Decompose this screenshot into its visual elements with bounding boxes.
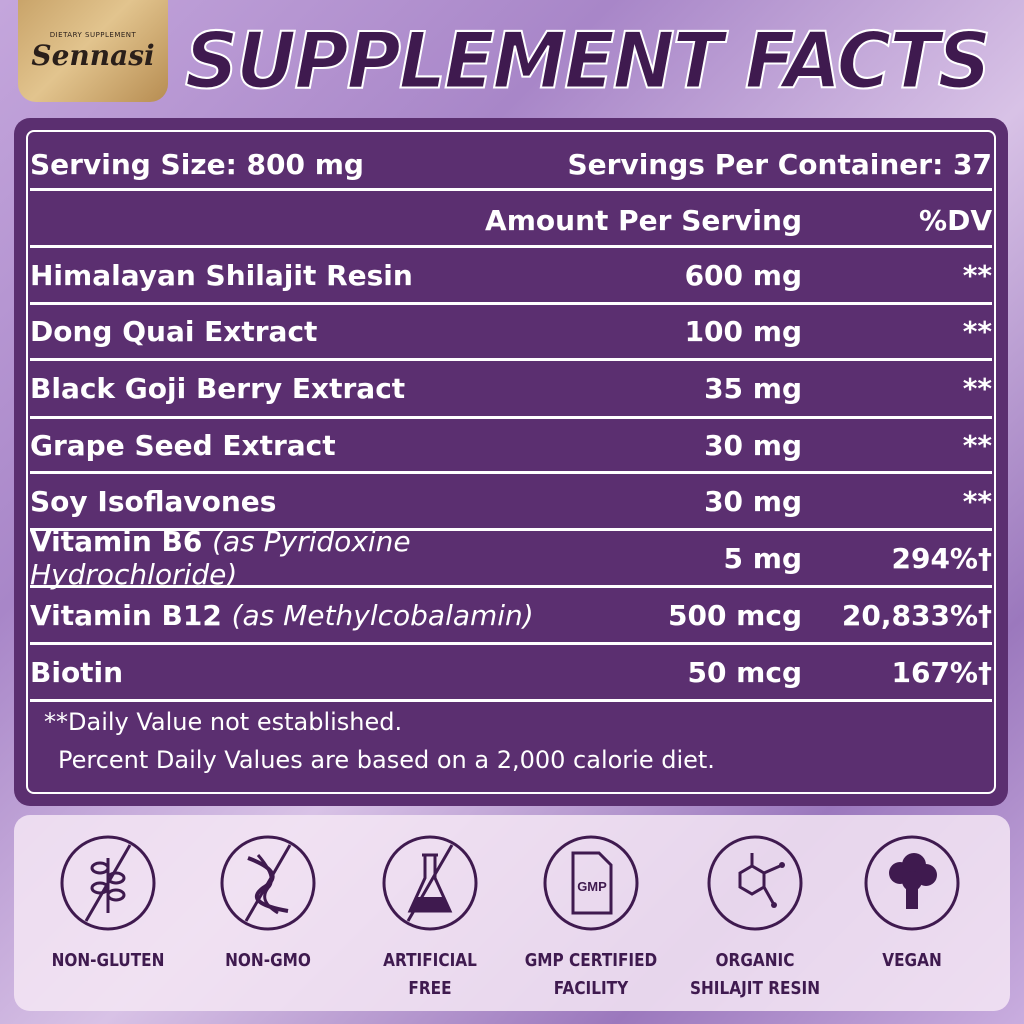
- ingredient-amount: 500 mcg: [667, 598, 802, 632]
- ingredient-row: Vitamin B6 (as Pyridoxine Hydrochloride)…: [30, 525, 992, 591]
- no-wheat-icon: [60, 835, 156, 931]
- ingredient-amount: 100 mg: [684, 315, 802, 348]
- badge: ARTIFICIAL FREE: [350, 833, 510, 1003]
- ingredient-dv: **: [962, 372, 992, 405]
- ingredient-label: Dong Quai Extract: [30, 315, 318, 348]
- servings-per-container: Servings Per Container: 37: [567, 147, 992, 181]
- logo-brand: Sennasi: [31, 38, 155, 72]
- ingredient-name: Vitamin B6 (as Pyridoxine Hydrochloride): [30, 525, 552, 591]
- ingredient-amount: 30 mg: [704, 428, 802, 462]
- serving-size: Serving Size: 800 mg: [30, 147, 364, 181]
- ingredient-dv: **: [962, 315, 992, 348]
- ingredient-dv: **: [962, 258, 992, 292]
- ingredient-row: Dong Quai Extract 100 mg **: [30, 305, 992, 358]
- ingredient-name: Black Goji Berry Extract: [30, 372, 552, 405]
- ingredient-dv: 294%†: [891, 541, 992, 575]
- badges-panel: NON-GLUTEN NON-GMO ARTIFICIAL FREE GMP GMP C…: [14, 815, 1010, 1011]
- ingredient-label: Himalayan Shilajit Resin: [30, 258, 413, 292]
- ingredient-name: Grape Seed Extract: [30, 429, 552, 462]
- ingredient-amount: 35 mg: [704, 372, 802, 405]
- ingredient-dv: 20,833%†: [841, 598, 992, 632]
- molecule-icon: [707, 835, 803, 931]
- ingredient-row: Soy Isoflavones 30 mg **: [30, 474, 992, 528]
- serving-row: Serving Size: 800 mg Servings Per Contai…: [30, 144, 992, 184]
- no-flask-icon: [382, 835, 478, 931]
- badge-label: ARTIFICIAL FREE: [383, 950, 477, 999]
- logo-tagline: DIETARY SUPPLEMENT: [49, 30, 137, 39]
- dv-header: %DV: [919, 203, 992, 237]
- ingredient-dv: **: [962, 484, 992, 518]
- ingredient-dv: **: [962, 428, 992, 462]
- ingredient-label: Soy Isoflavones: [30, 484, 277, 518]
- ingredient-name: Dong Quai Extract: [30, 315, 552, 348]
- ingredient-name: Soy Isoflavones: [30, 485, 552, 518]
- badge: NON-GLUTEN: [28, 833, 188, 975]
- ingredient-row: Black Goji Berry Extract 35 mg **: [30, 361, 992, 416]
- badge-label: NON-GMO: [225, 950, 311, 971]
- ingredient-note: (as Methylcobalamin): [231, 598, 534, 632]
- badge-label: NON-GLUTEN: [51, 950, 165, 971]
- ingredient-amount: 50 mcg: [687, 655, 802, 689]
- badge: NON-GMO: [188, 833, 348, 975]
- badge: VEGAN: [832, 833, 992, 975]
- amount-header: Amount Per Serving: [485, 203, 802, 237]
- broccoli-icon: [864, 835, 960, 931]
- badge: ORGANIC SHILAJIT RESIN: [675, 833, 835, 1003]
- ingredient-label: Biotin: [30, 655, 124, 689]
- ingredient-label: Black Goji Berry Extract: [30, 372, 406, 405]
- ingredient-name: Biotin: [30, 656, 552, 689]
- brand-logo: DIETARY SUPPLEMENT Sennasi: [18, 0, 168, 102]
- badge-label: GMP CERTIFIED FACILITY: [524, 950, 658, 999]
- supplement-facts-panel: Serving Size: 800 mg Servings Per Contai…: [14, 118, 1008, 806]
- footnote-dv: **Daily Value not established.: [44, 708, 403, 736]
- ingredient-name: Himalayan Shilajit Resin: [30, 259, 552, 292]
- ingredient-amount: 600 mg: [684, 258, 802, 292]
- ingredient-label: Vitamin B12: [30, 598, 222, 632]
- ingredient-row: Himalayan Shilajit Resin 600 mg **: [30, 248, 992, 302]
- ingredient-row: Vitamin B12 (as Methylcobalamin) 500 mcg 2…: [30, 588, 992, 642]
- ingredient-dv: 167%†: [891, 655, 992, 689]
- no-dna-icon: [220, 835, 316, 931]
- ingredient-label: Grape Seed Extract: [30, 428, 336, 462]
- badge-label: ORGANIC SHILAJIT RESIN: [689, 950, 820, 999]
- ingredient-label: Vitamin B6: [30, 525, 203, 558]
- badge-label: VEGAN: [882, 950, 942, 971]
- page-title: SUPPLEMENT FACTS: [184, 15, 992, 107]
- header-row: Amount Per Serving %DV: [30, 200, 992, 240]
- ingredient-amount: 5 mg: [723, 541, 802, 575]
- ingredient-note: (as Pyridoxine Hydrochloride): [30, 525, 411, 591]
- ingredient-name: Vitamin B12 (as Methylcobalamin): [30, 599, 552, 632]
- badge: GMP GMP CERTIFIED FACILITY: [511, 833, 671, 1003]
- ingredient-amount: 30 mg: [704, 484, 802, 518]
- gmp-document-icon: GMP: [543, 835, 639, 931]
- ingredient-row: Grape Seed Extract 30 mg **: [30, 419, 992, 471]
- footnote-calorie: Percent Daily Values are based on a 2,00…: [58, 746, 715, 774]
- svg-text:GMP: GMP: [577, 879, 607, 894]
- ingredient-row: Biotin 50 mcg 167%†: [30, 645, 992, 699]
